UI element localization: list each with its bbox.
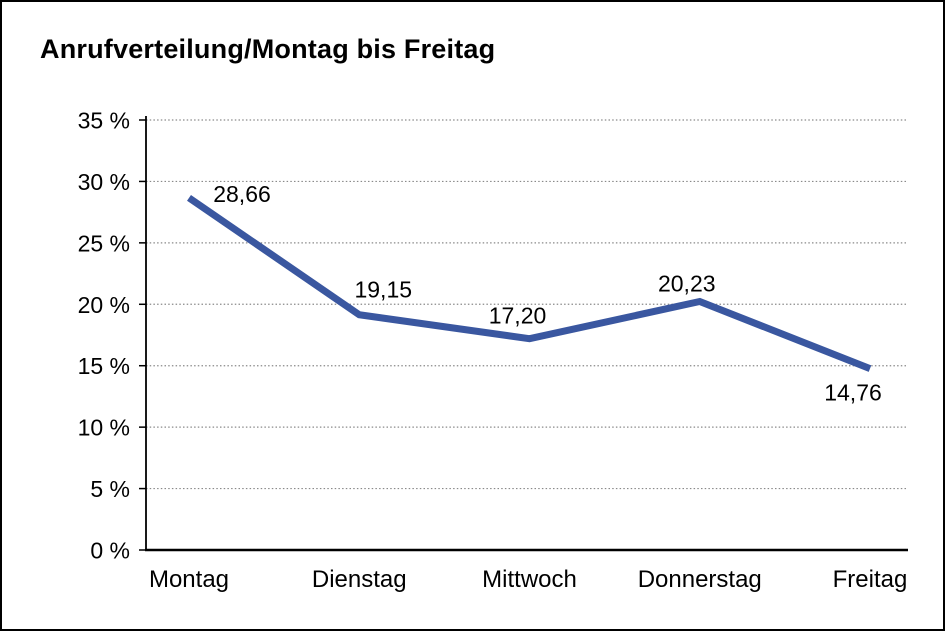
y-tick-label: 15 % bbox=[78, 353, 130, 379]
y-tick-label: 30 % bbox=[78, 169, 130, 195]
chart-title: Anrufverteilung/Montag bis Freitag bbox=[40, 34, 496, 64]
x-category-label: Donnerstag bbox=[638, 566, 762, 593]
data-point-label: 19,15 bbox=[354, 277, 412, 303]
y-tick-label: 20 % bbox=[78, 292, 130, 318]
data-point-label: 28,66 bbox=[213, 181, 271, 207]
data-point-label: 17,20 bbox=[489, 303, 547, 329]
y-tick-label: 35 % bbox=[78, 108, 130, 134]
y-tick-label: 25 % bbox=[78, 230, 130, 256]
data-point-label: 14,76 bbox=[824, 380, 882, 406]
x-category-label: Dienstag bbox=[312, 566, 407, 593]
x-category-label: Montag bbox=[149, 566, 229, 593]
data-point-label: 20,23 bbox=[658, 270, 716, 296]
x-category-label: Freitag bbox=[833, 566, 908, 593]
x-category-label: Mittwoch bbox=[482, 566, 577, 593]
y-tick-label: 10 % bbox=[78, 415, 130, 441]
data-series-line bbox=[187, 195, 872, 372]
y-tick-label: 5 % bbox=[90, 476, 130, 502]
y-tick-label: 0 % bbox=[90, 538, 130, 564]
